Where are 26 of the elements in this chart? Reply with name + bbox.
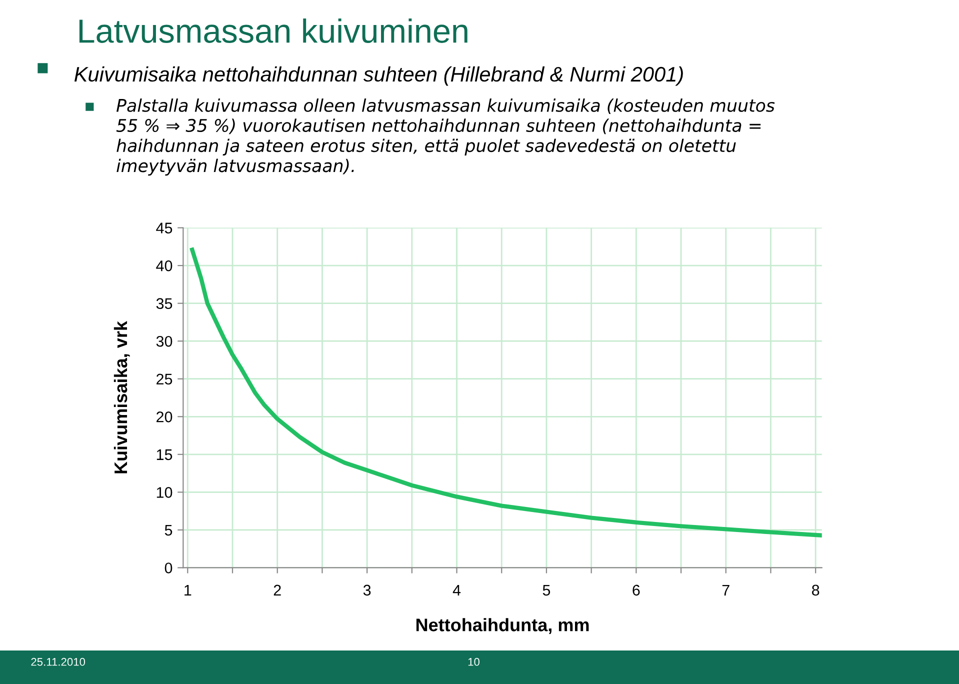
y-tick-label: 10	[156, 487, 172, 498]
x-tick-label: 2	[274, 584, 281, 596]
y-tick-label: 40	[156, 260, 172, 272]
y-tick-label: 5	[164, 524, 172, 536]
x-axis-title: Nettohaihdunta, mm	[416, 618, 589, 634]
x-tick-label: 7	[722, 584, 730, 596]
y-tick-label: 20	[156, 412, 172, 422]
line-series	[190, 248, 822, 538]
chart-title: Latvusmassan kuivuminen	[79, 18, 468, 43]
text: 25.11.2010	[31, 658, 86, 666]
chart-subtitle: Kuivumisaika nettohaihdunnan suhteen (Hillebrand & Nurmi 2001)	[74, 66, 683, 86]
x-tick-label: 5	[542, 584, 550, 596]
text: Palstalla kuivumassa olleen latvusmassan kuivumisaika (kosteuden muutos 55 % ⇒ 35 %) vuorokautisen nettohaihdunnan suhteen (nettohaihdunta = haihdunnan ja sateen erotus siten, että puolet sadevedestä on oletettu imeytyvän latvusmassaan).	[116, 98, 775, 176]
x-tick-label: 1	[184, 584, 192, 596]
y-tick-label: 45	[156, 222, 172, 234]
x-tick-label: 6	[632, 584, 640, 596]
x-tick-label: 8	[812, 584, 820, 596]
y-tick-label: 0	[164, 562, 172, 574]
y-tick-label: 35	[156, 298, 172, 309]
x-tick-label: 3	[363, 584, 371, 596]
x-tick-label: 4	[452, 584, 461, 596]
y-tick-label: 25	[156, 374, 172, 385]
y-tick-label: 30	[156, 336, 172, 347]
y-axis-title: Kuivumisaika, vrk	[114, 320, 130, 474]
y-tick-label: 15	[156, 449, 172, 460]
text: 10	[468, 658, 480, 666]
